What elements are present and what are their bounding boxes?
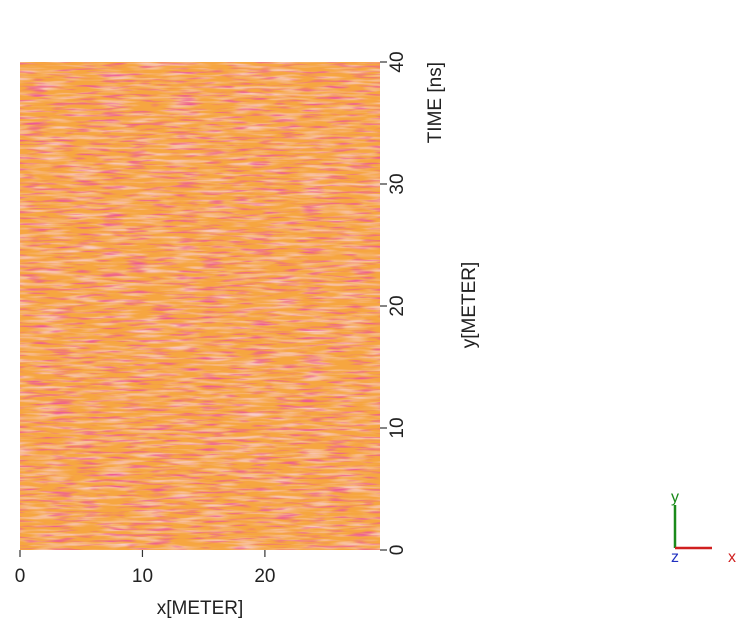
axis-triad: y x z bbox=[671, 489, 736, 566]
x-tick-label: 0 bbox=[15, 566, 26, 587]
heatmap-image bbox=[20, 62, 380, 550]
x-axis-title: x[METER] bbox=[157, 598, 244, 619]
y-tick-label: 40 bbox=[387, 51, 408, 72]
x-tick-label: 10 bbox=[132, 566, 153, 587]
triad-y-label: y bbox=[671, 489, 679, 506]
y-tick-label: 30 bbox=[387, 173, 408, 194]
triad-z-label: z bbox=[671, 549, 679, 566]
y-axis-title: y[METER] bbox=[459, 262, 480, 349]
y-tick-label: 10 bbox=[387, 417, 408, 438]
time-axis-title: TIME [ns] bbox=[425, 62, 446, 143]
y-tick-label: 20 bbox=[387, 295, 408, 316]
triad-x-label: x bbox=[728, 549, 736, 566]
x-tick-label: 20 bbox=[254, 566, 275, 587]
y-tick-label: 0 bbox=[387, 545, 408, 556]
